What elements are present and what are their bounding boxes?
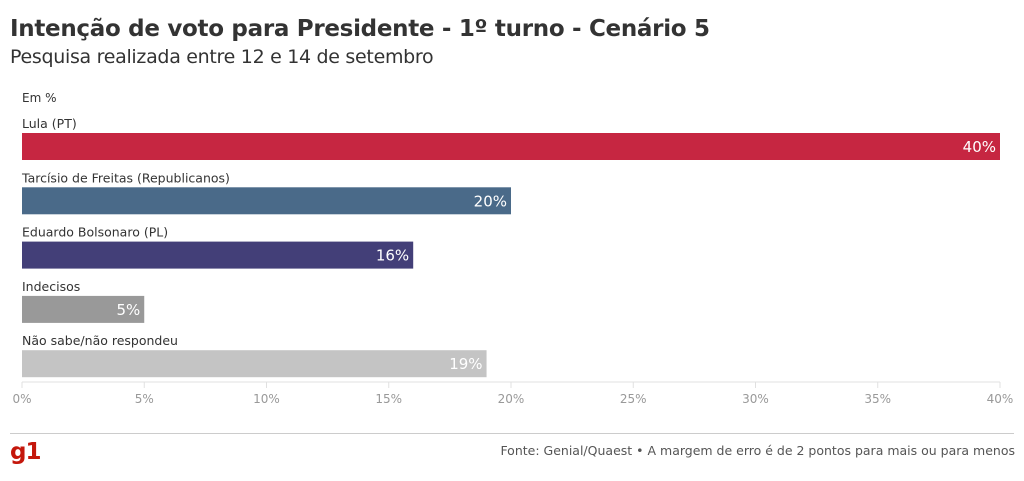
bar [22, 295, 145, 323]
x-tick-label: 5% [135, 392, 154, 406]
footer-divider [10, 433, 1014, 434]
bar-value-label: 19% [449, 355, 482, 373]
category-label: Não sabe/não respondeu [22, 333, 178, 348]
x-tick-label: 0% [12, 392, 31, 406]
x-tick-label: 15% [375, 392, 402, 406]
bar-value-label: 20% [474, 192, 507, 210]
bar [22, 133, 1000, 160]
source-note: Fonte: Genial/Quaest • A margem de erro … [500, 443, 1015, 458]
bar-value-label: 16% [376, 247, 409, 265]
category-label: Eduardo Bolsonaro (PL) [22, 225, 168, 240]
bar [22, 241, 414, 269]
category-label: Indecisos [22, 279, 80, 294]
x-tick-label: 25% [620, 392, 647, 406]
bar-value-label: 40% [963, 138, 996, 156]
x-tick-label: 35% [864, 392, 891, 406]
chart-title: Intenção de voto para Presidente - 1º tu… [10, 16, 710, 42]
x-tick-label: 20% [498, 392, 525, 406]
chart-subtitle: Pesquisa realizada entre 12 e 14 de sete… [10, 46, 434, 68]
x-tick-label: 40% [987, 392, 1014, 406]
x-tick-label: 10% [253, 392, 280, 406]
g1-logo: g1 [10, 439, 41, 465]
bar-value-label: 5% [116, 301, 140, 319]
x-tick-label: 30% [742, 392, 769, 406]
bar [22, 350, 487, 378]
unit-label: Em % [22, 91, 57, 105]
category-label: Tarcísio de Freitas (Republicanos) [21, 170, 230, 185]
category-label: Lula (PT) [22, 116, 77, 131]
bar [22, 187, 511, 215]
